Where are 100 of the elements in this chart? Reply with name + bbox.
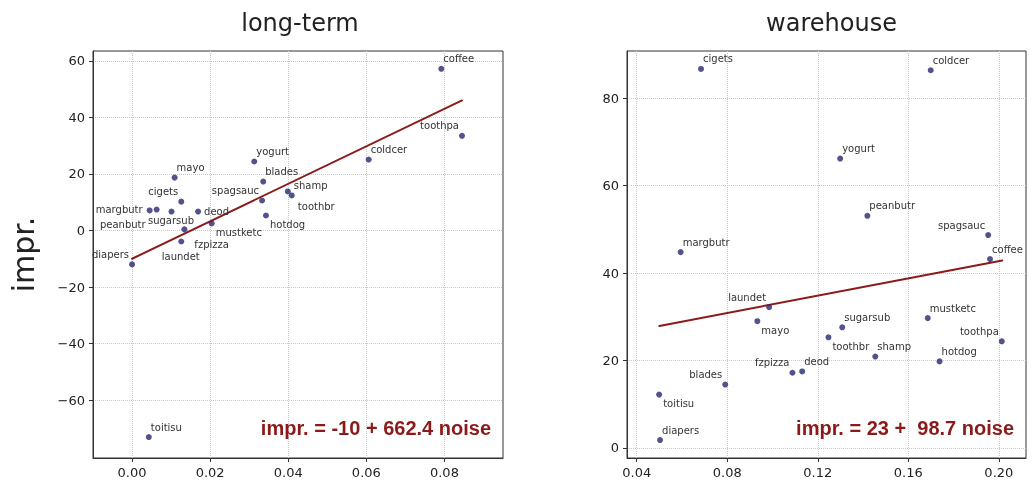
x-tick-label: 0.08 [712, 465, 742, 480]
point [146, 207, 153, 214]
x-tick-label: 0.06 [351, 465, 381, 480]
point [722, 381, 729, 388]
y-tick-label: 40 [602, 265, 619, 281]
y-tick-label: 60 [68, 53, 85, 69]
point [998, 338, 1005, 345]
x-tick-label: 0.02 [195, 465, 225, 480]
annotation: coffee [443, 53, 475, 65]
annotation: cigets [148, 186, 179, 198]
point [799, 368, 806, 375]
annotation: hotdog [941, 345, 977, 357]
annotation: blades [265, 166, 299, 178]
annotation: toitisu [663, 398, 695, 410]
point [872, 353, 879, 360]
annotation: fzpizza [754, 357, 790, 369]
y-tick-label: −40 [57, 336, 85, 352]
chart-title: warehouse [766, 9, 897, 37]
y-axis-title: impr. [5, 216, 41, 293]
point [284, 188, 291, 195]
point [927, 67, 934, 74]
point [208, 220, 215, 227]
annotation: coldcer [370, 144, 409, 156]
annotation: deod [804, 355, 830, 367]
x-tick-label: 0.08 [429, 465, 459, 480]
point [260, 178, 267, 185]
x-tick-label: 0.20 [984, 465, 1014, 480]
y-tick-label: 40 [68, 109, 85, 125]
point [754, 318, 761, 325]
annotation: coldcer [932, 54, 971, 66]
point [438, 65, 445, 72]
annotation: toothpa [959, 325, 999, 337]
point [459, 132, 465, 139]
point [936, 358, 943, 365]
annotation: sugarsub [147, 215, 194, 227]
annotation: mustketc [929, 302, 976, 314]
annotation: peanbutr [99, 219, 147, 231]
point [837, 155, 844, 162]
annotation: laundet [728, 291, 767, 303]
annotation: shamp [293, 179, 328, 191]
annotation: mayo [761, 324, 790, 336]
point [864, 212, 871, 219]
point [262, 212, 269, 219]
annotation: fzpizza [194, 238, 229, 250]
y-tick-label: 0 [610, 440, 619, 456]
annotation: toothpa [420, 120, 460, 132]
point [766, 304, 773, 311]
point [985, 232, 992, 239]
x-tick-label: 0.04 [622, 465, 652, 480]
annotation: toothbr [832, 340, 871, 352]
point [839, 324, 846, 331]
point [195, 208, 202, 215]
annotation: mayo [176, 162, 205, 174]
y-tick-label: 60 [602, 178, 619, 194]
annotation: diapers [662, 424, 700, 436]
annotation: yogurt [842, 143, 876, 155]
annotation: shamp [877, 341, 912, 353]
y-tick-label: −60 [57, 392, 85, 408]
annotation: sugarsub [844, 311, 891, 323]
point [181, 226, 188, 233]
annotation: spagsauc [938, 219, 986, 231]
annotation: coffee [992, 243, 1023, 255]
chart-title: long-term [241, 9, 359, 37]
annotation: hotdog [269, 219, 306, 230]
x-tick-label: 0.12 [803, 465, 833, 480]
point [789, 369, 796, 376]
point [178, 238, 185, 245]
point [129, 261, 136, 268]
annotation: spagsauc [211, 185, 260, 197]
x-tick-label: 0.00 [117, 465, 147, 480]
point [145, 434, 152, 441]
annotation: mustketc [215, 226, 262, 238]
annotation: laundet [161, 251, 200, 262]
point [656, 391, 663, 398]
y-tick-label: 20 [68, 166, 85, 182]
annotation: deod [204, 205, 230, 217]
point [677, 249, 684, 256]
annotation: yogurt [256, 146, 290, 158]
annotation: margbutr [682, 236, 731, 248]
point [259, 197, 266, 204]
point [924, 315, 931, 322]
point [168, 208, 175, 215]
annotation: toothbr [297, 200, 336, 212]
annotation: blades [689, 369, 723, 381]
y-tick-label: 80 [602, 90, 619, 106]
x-tick-label: 0.16 [893, 465, 923, 480]
annotation: cigets [703, 53, 733, 65]
annotation: margbutr [95, 204, 144, 216]
point [153, 206, 160, 213]
x-tick-label: 0.04 [273, 465, 303, 480]
annotation: toitisu [150, 421, 182, 433]
annotation: impr. = -10 + 662.4 noise [260, 417, 492, 439]
point [288, 192, 295, 199]
y-tick-label: 0 [76, 222, 85, 238]
point [171, 174, 178, 181]
point [825, 334, 832, 341]
point [178, 198, 185, 205]
point [698, 65, 705, 72]
point [657, 437, 664, 444]
annotation: peanbutr [869, 200, 916, 212]
